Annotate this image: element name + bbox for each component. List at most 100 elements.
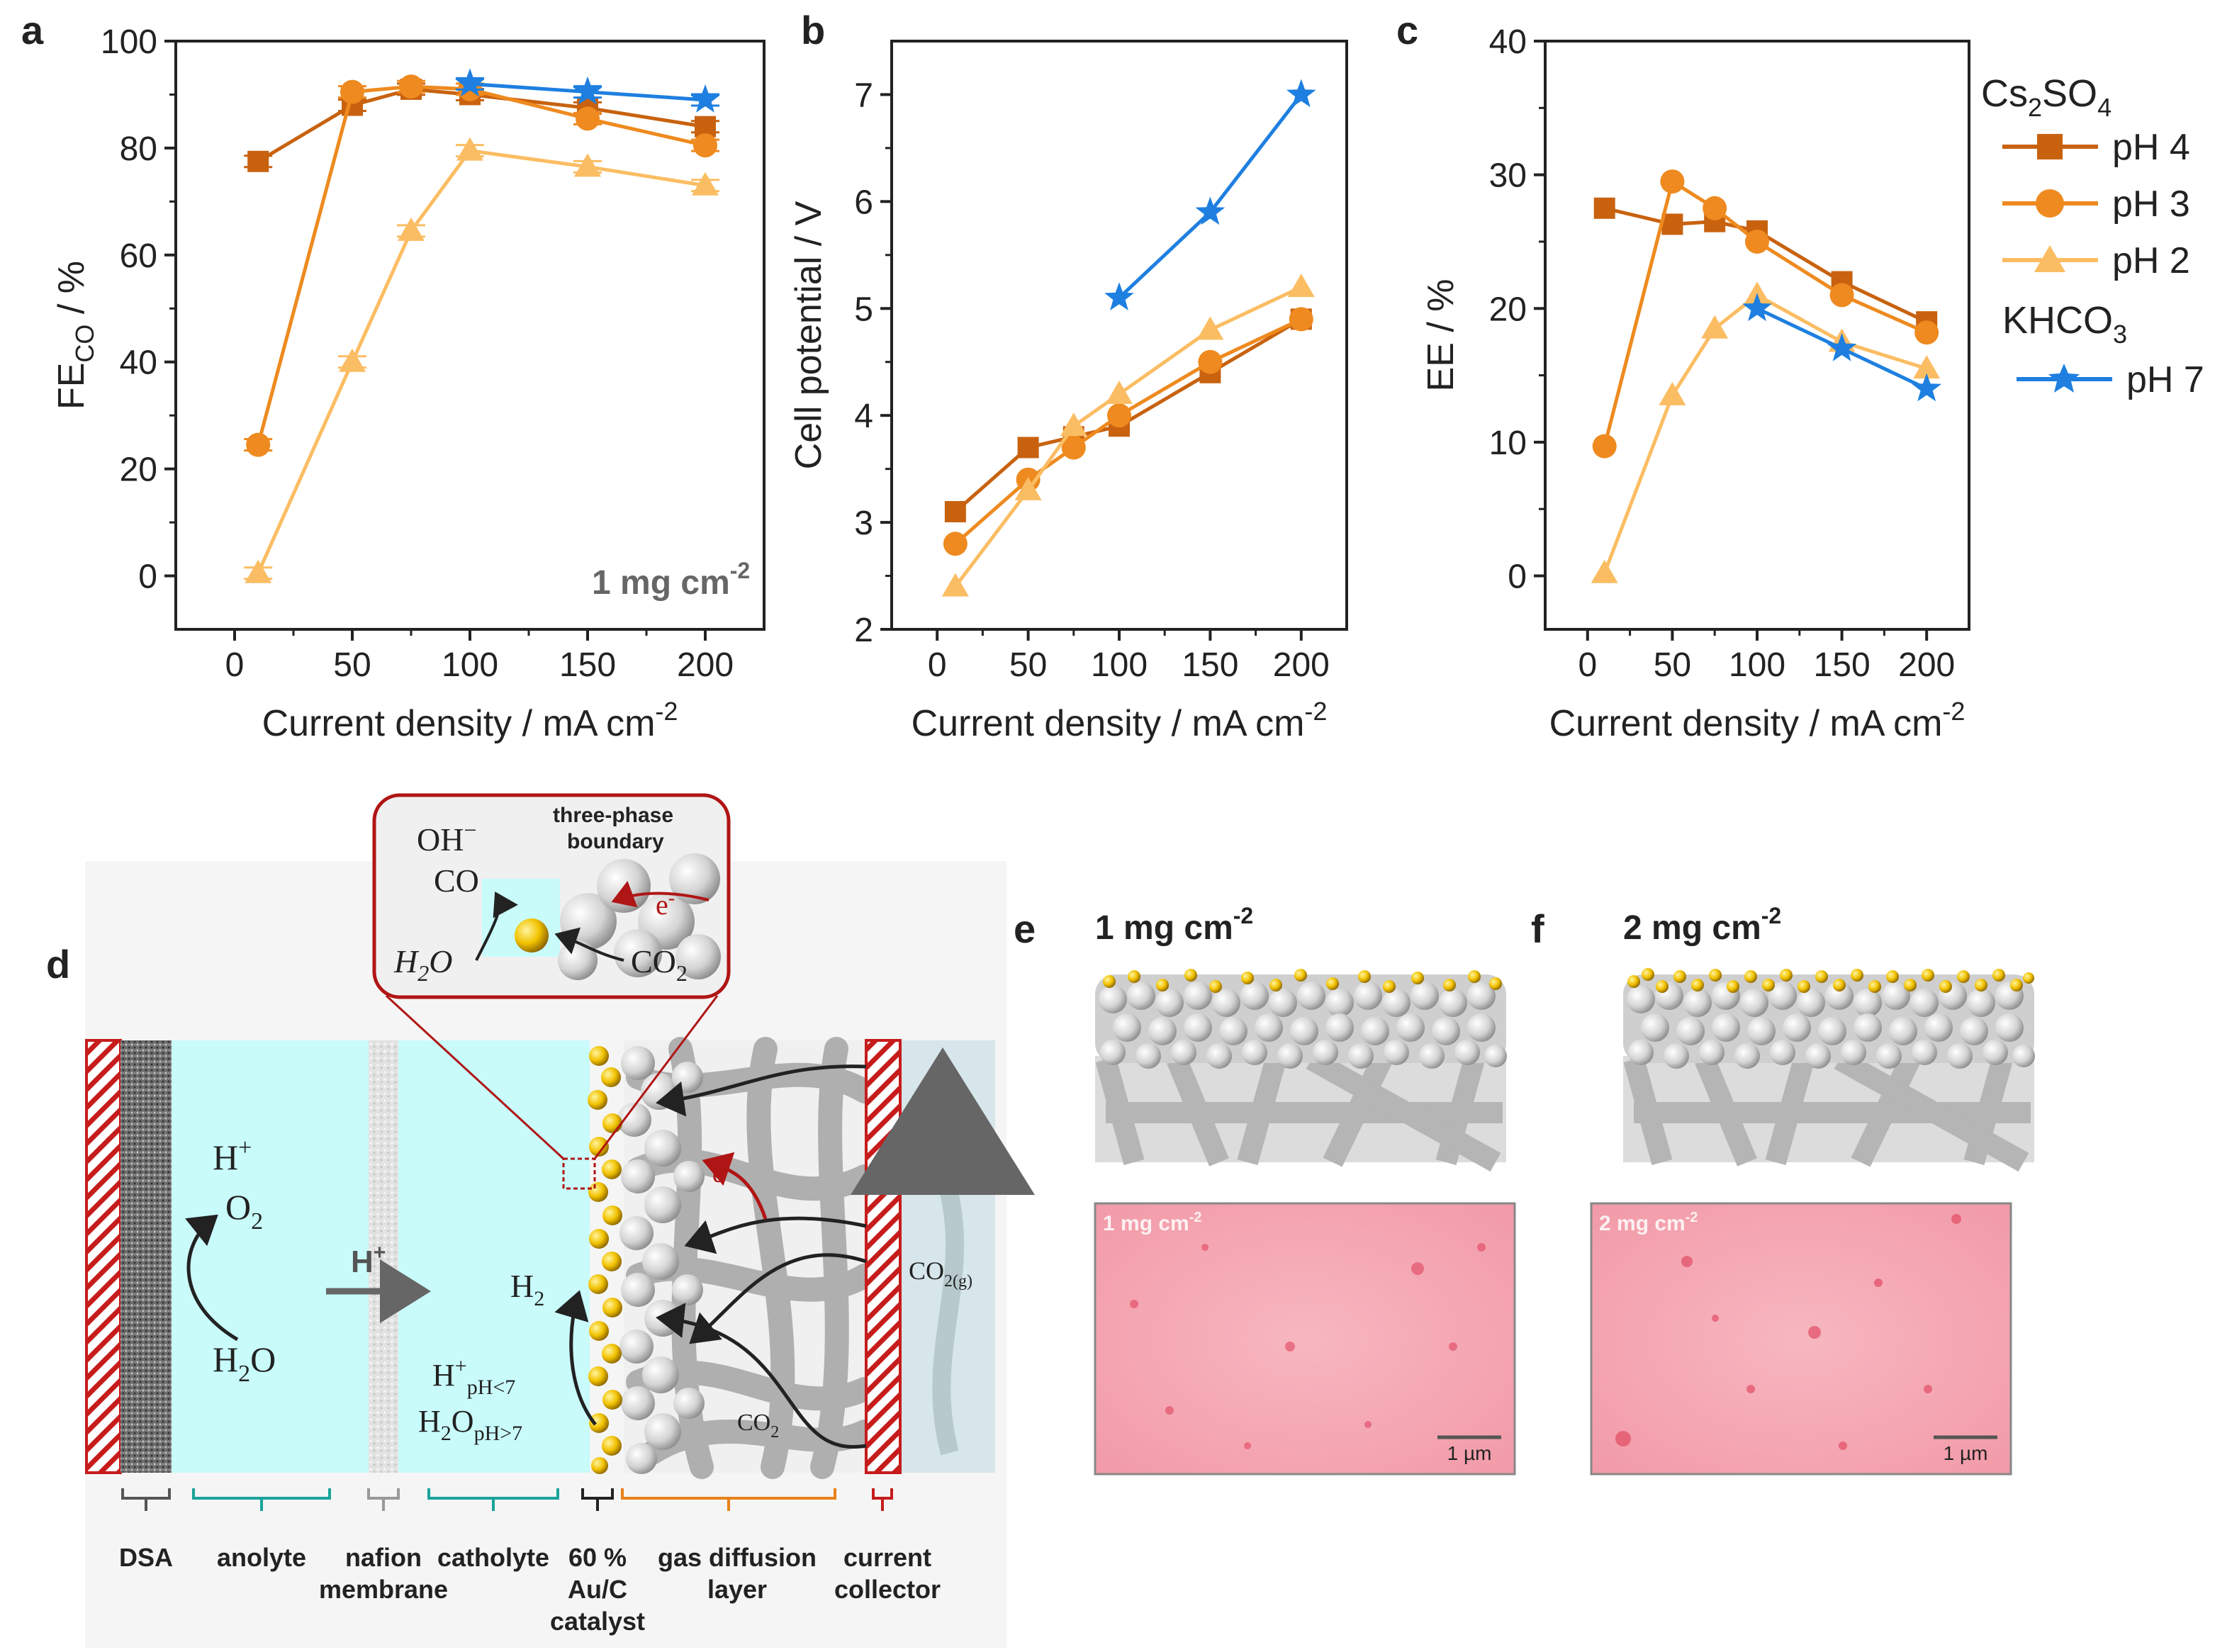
label-nafion-2: membrane <box>319 1575 448 1604</box>
panel-f: f 2 mg cm-2 <box>1531 903 2035 1476</box>
legend-marker-triangle <box>2034 245 2065 272</box>
panel-f-scalebar: 1 µm <box>1944 1442 1988 1464</box>
x-axis-label: Current density / mA cm-2 <box>912 697 1328 744</box>
data-point-ph4 <box>1017 437 1039 459</box>
electron-arrow <box>702 1152 768 1220</box>
label-catalyst-2: Au/C <box>568 1575 627 1604</box>
data-point-ph2 <box>692 172 719 196</box>
legend-marker-square <box>2037 134 2063 159</box>
legend: Cs2SO4 pH 4 pH 3 pH 2 KHCO3 pH 7 <box>1981 72 2204 400</box>
legend-entry-ph7: pH 7 <box>2017 359 2204 400</box>
x-tick-label: 50 <box>333 646 371 684</box>
data-point-ph3 <box>576 106 600 131</box>
inset-h2o: H2O <box>393 943 452 986</box>
inset-co: CO <box>434 862 479 899</box>
panel-e-scalebar: 1 µm <box>1447 1442 1492 1464</box>
panel-f-illustration <box>1623 968 2035 1172</box>
panel-e-illustration <box>1095 969 1507 1172</box>
panel-letter-f: f <box>1531 906 1544 951</box>
inset-title-2: boundary <box>567 830 664 853</box>
data-point-ph3 <box>340 79 364 104</box>
nafion-membrane <box>369 1040 398 1473</box>
x-axis-label: Current density / mA cm-2 <box>1549 697 1965 744</box>
anolyte-o2: O2 <box>225 1187 263 1235</box>
data-point-ph7 <box>690 84 720 113</box>
data-point-ph2 <box>398 217 425 241</box>
y-tick-label: 10 <box>1489 425 1527 462</box>
series-line-ph4 <box>257 87 706 163</box>
y-tick-label: 20 <box>120 451 157 489</box>
data-point-ph7 <box>1286 79 1316 108</box>
legend-salt-cs2so4: Cs2SO4 <box>1981 72 2112 122</box>
label-cc-1: current <box>843 1543 931 1572</box>
data-point-ph3 <box>1703 196 1727 220</box>
proton-transport-label: H+ <box>351 1241 386 1279</box>
legend-label-ph2: pH 2 <box>2112 240 2190 281</box>
series-line-ph2 <box>256 149 706 574</box>
series-line-ph3 <box>1603 179 1928 447</box>
x-tick-label: 200 <box>1898 646 1955 684</box>
co2g-label: CO2(g) <box>909 1257 972 1291</box>
y-tick-label: 20 <box>1489 291 1527 328</box>
co2-bottom-label: CO2 <box>737 1410 779 1442</box>
x-axis-label: Current density / mA cm-2 <box>262 697 678 744</box>
y-tick-label: 7 <box>854 77 873 114</box>
catholyte-region <box>398 1040 590 1473</box>
legend-marker-circle <box>2036 189 2064 218</box>
series-line-ph7 <box>1118 93 1303 300</box>
anolyte-hplus: H+ <box>213 1135 252 1177</box>
data-point-ph2 <box>1014 476 1042 500</box>
y-tick-label: 30 <box>1489 157 1527 195</box>
data-point-ph2 <box>1106 381 1133 404</box>
data-point-ph2 <box>1659 381 1686 405</box>
label-catholyte: catholyte <box>437 1543 549 1572</box>
data-point-ph4 <box>247 150 269 172</box>
x-tick-label: 0 <box>928 646 947 684</box>
data-point-ph2 <box>1591 559 1618 583</box>
panel-letter-a: a <box>21 8 44 52</box>
catholyte-hplus-ph: H+pH<7 <box>432 1354 515 1399</box>
three-phase-inset: three-phase boundary OH− CO H2O CO2 e- <box>372 793 731 999</box>
series-line-ph3 <box>954 318 1302 546</box>
data-point-ph3 <box>246 432 271 457</box>
data-point-ph2 <box>574 153 601 177</box>
zoom-box <box>562 1157 596 1190</box>
catholyte-h2: H2 <box>510 1268 544 1310</box>
microporous-layer <box>617 1046 705 1474</box>
data-point-ph3 <box>943 532 968 556</box>
panel-f-map-label: 2 mg cm-2 <box>1599 1210 1698 1235</box>
series-line-ph2 <box>953 285 1302 588</box>
data-point-ph3 <box>1198 349 1223 374</box>
data-point-ph3 <box>399 74 423 99</box>
y-tick-label: 3 <box>854 505 873 542</box>
data-point-ph2 <box>245 559 272 583</box>
catalyst-layer <box>588 1046 622 1474</box>
legend-salt-khco3: KHCO3 <box>2002 299 2127 349</box>
data-point-ph3 <box>1107 403 1131 428</box>
plot-frame <box>174 40 766 631</box>
legend-entry-ph4: pH 4 <box>2002 127 2190 168</box>
data-point-ph4 <box>1661 213 1683 235</box>
plot-frame <box>1544 40 1970 631</box>
series-line-ph3 <box>256 84 706 446</box>
inset-electron: e- <box>656 887 675 921</box>
y-tick-label: 2 <box>854 612 873 649</box>
x-tick-label: 200 <box>677 646 734 684</box>
y-tick-label: 40 <box>120 344 157 382</box>
x-tick-label: 100 <box>1729 646 1785 684</box>
x-tick-label: 0 <box>1578 646 1597 684</box>
gas-flow-arrow <box>850 1047 1035 1456</box>
y-axis-label: FECO / % <box>51 261 99 410</box>
data-point-ph7 <box>1195 196 1226 225</box>
hydrogen-evolution-arrow <box>554 1290 597 1426</box>
y-axis-label: Cell potential / V <box>788 201 829 469</box>
data-point-ph7 <box>1827 332 1857 361</box>
y-tick-label: 4 <box>854 398 873 435</box>
x-tick-label: 50 <box>1654 646 1691 684</box>
x-tick-label: 200 <box>1273 646 1330 684</box>
inset-title-1: three-phase <box>553 804 673 827</box>
data-point-ph4 <box>944 501 966 522</box>
y-tick-label: 40 <box>1489 23 1527 61</box>
y-tick-label: 100 <box>101 23 157 61</box>
